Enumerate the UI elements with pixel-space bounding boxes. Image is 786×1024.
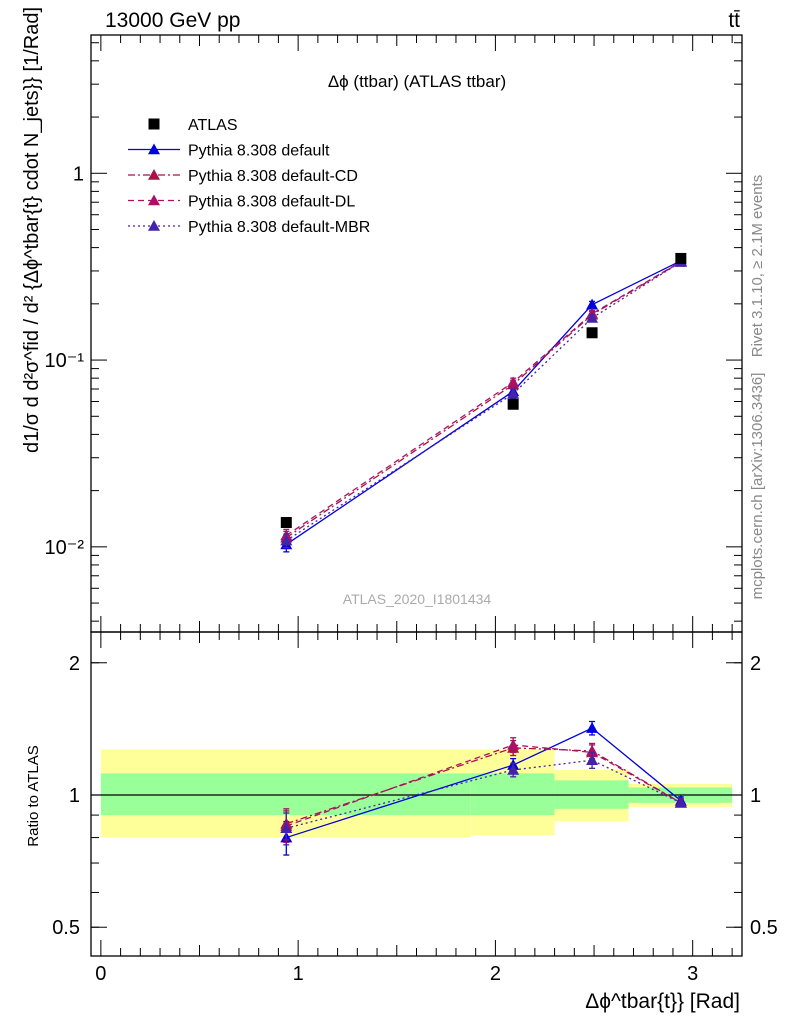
ratio-y-tick-label: 2 <box>69 653 80 675</box>
ratio-frame <box>90 631 743 957</box>
ratio-y-axis-label: Ratio to ATLAS <box>25 745 42 846</box>
atlas-data-point <box>675 252 687 264</box>
x-tick-label: 0 <box>95 963 106 985</box>
ratio-y-tick-label: 1 <box>69 785 80 807</box>
x-tick-label: 3 <box>687 963 698 985</box>
ratio-pythia-8-308-default-line <box>286 727 682 839</box>
atlas-data-point <box>586 327 598 339</box>
legend-label-pythia-8-308-default-dl: Pythia 8.308 default-DL <box>188 194 355 211</box>
legend-marker-pythia-8-308-default-mbr <box>148 220 160 231</box>
legend-marker-pythia-8-308-default-cd <box>148 169 160 180</box>
collision-label: 13000 GeV pp <box>105 9 240 32</box>
ratio-plot-panel <box>90 631 743 957</box>
y-tick-label: 10⁻¹ <box>45 350 85 372</box>
ratio-pythia-8-308-default-dl-line <box>286 744 682 827</box>
ratio-y-tick-label-right: 2 <box>750 653 761 675</box>
uncertainty-band-inner <box>100 773 471 816</box>
legend-marker-atlas <box>148 118 160 130</box>
main-plot-marks <box>91 35 742 632</box>
y-tick-label: 1 <box>73 163 84 185</box>
pythia-8-308-default-mbr-line <box>285 261 682 542</box>
ratio-pythia-8-308-default-mbr-point <box>674 796 687 808</box>
pythia-8-308-default-line <box>285 260 682 545</box>
pythia-8-308-default-mbr-point <box>280 534 293 546</box>
legend-marker-pythia-8-308-default <box>148 143 160 155</box>
x-tick-label: 2 <box>490 963 501 985</box>
atlas-data-point <box>507 398 519 410</box>
pythia-8-308-default-dl-point <box>507 376 520 388</box>
legend-label-pythia-8-308-default-mbr: Pythia 8.308 default-MBR <box>188 219 370 236</box>
atlas-data-point <box>280 516 292 528</box>
x-axis-label: Δϕ^tbar{t}} [Rad] <box>585 990 740 1013</box>
y-tick-label: 10⁻² <box>45 537 85 559</box>
pythia-8-308-default-cd-line <box>285 261 682 539</box>
plot-title: Δϕ (ttbar) (ATLAS ttbar) <box>328 72 506 91</box>
pythia-8-308-default-mbr-point <box>586 311 599 323</box>
ratio-pythia-8-308-default-mbr-point <box>280 822 293 834</box>
rivet-label: Rivet 3.1.10, ≥ 2.1M events <box>749 175 766 358</box>
x-tick-label: 1 <box>293 963 304 985</box>
ratio-y-tick-label-right: 1 <box>750 785 761 807</box>
main-y-axis-label: d1/σ d d²σ^fid / d² {Δϕ^tbar{t} cdot N_j… <box>21 7 43 453</box>
uncertainty-band-inner <box>470 773 555 816</box>
ratio-y-tick-label: 0.5 <box>52 917 80 939</box>
pythia-8-308-default-mbr-point <box>507 387 520 399</box>
main-plot-panel: Δϕ (ttbar) (ATLAS ttbar) ATLAS_2020_I180… <box>90 34 743 633</box>
legend-label-atlas: ATLAS <box>188 117 238 134</box>
legend-label-pythia-8-308-default: Pythia 8.308 default <box>188 143 330 160</box>
ratio-pythia-8-308-default-point <box>586 722 599 733</box>
ratio-pythia-8-308-default-mbr-point <box>586 754 599 766</box>
ratio-pythia-8-308-default-dl-point <box>507 738 520 750</box>
ratio-plot-marks <box>91 632 742 956</box>
ratio-pythia-8-308-default-mbr-point <box>507 764 520 775</box>
ratio-y-tick-label-right: 0.5 <box>750 917 778 939</box>
mcplots-label: mcplots.cern.ch [arXiv:1306.3436] <box>749 373 766 600</box>
analysis-watermark: ATLAS_2020_I1801434 <box>343 591 492 607</box>
legend-label-pythia-8-308-default-cd: Pythia 8.308 default-CD <box>188 168 358 185</box>
legend: ATLAS Pythia 8.308 default Pythia 8.308 de… <box>128 117 370 236</box>
pythia-8-308-default-point <box>586 298 599 310</box>
process-label: tt̄ <box>728 9 740 32</box>
legend-marker-pythia-8-308-default-dl <box>148 194 160 206</box>
pythia-8-308-default-dl-line <box>285 261 682 537</box>
